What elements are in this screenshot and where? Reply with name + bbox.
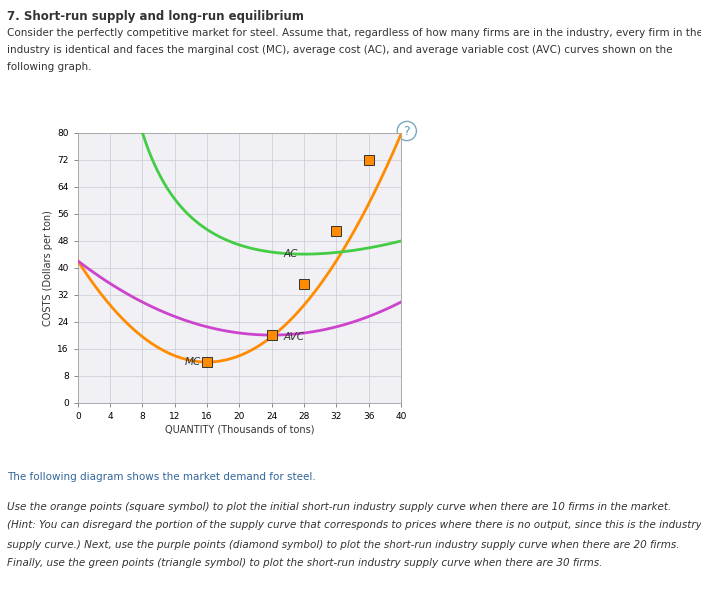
Text: 7. Short-run supply and long-run equilibrium: 7. Short-run supply and long-run equilib… (7, 10, 304, 22)
Text: Consider the perfectly competitive market for steel. Assume that, regardless of : Consider the perfectly competitive marke… (7, 28, 701, 38)
Text: Use the orange points (square symbol) to plot the initial short-run industry sup: Use the orange points (square symbol) to… (7, 502, 672, 512)
X-axis label: QUANTITY (Thousands of tons): QUANTITY (Thousands of tons) (165, 425, 314, 435)
Text: Finally, use the green points (triangle symbol) to plot the short-run industry s: Finally, use the green points (triangle … (7, 558, 602, 568)
Text: MC: MC (184, 357, 200, 367)
Text: supply curve.) Next, use the purple points (diamond symbol) to plot the short-ru: supply curve.) Next, use the purple poin… (7, 540, 679, 550)
Text: (Hint: You can disregard the portion of the supply curve that corresponds to pri: (Hint: You can disregard the portion of … (7, 520, 701, 530)
Y-axis label: COSTS (Dollars per ton): COSTS (Dollars per ton) (43, 210, 53, 325)
Text: The following diagram shows the market demand for steel.: The following diagram shows the market d… (7, 472, 315, 482)
Text: following graph.: following graph. (7, 62, 92, 72)
Text: industry is identical and faces the marginal cost (MC), average cost (AC), and a: industry is identical and faces the marg… (7, 45, 672, 55)
Text: AC: AC (284, 249, 298, 259)
Text: AVC: AVC (284, 332, 305, 342)
Text: ?: ? (404, 125, 410, 137)
